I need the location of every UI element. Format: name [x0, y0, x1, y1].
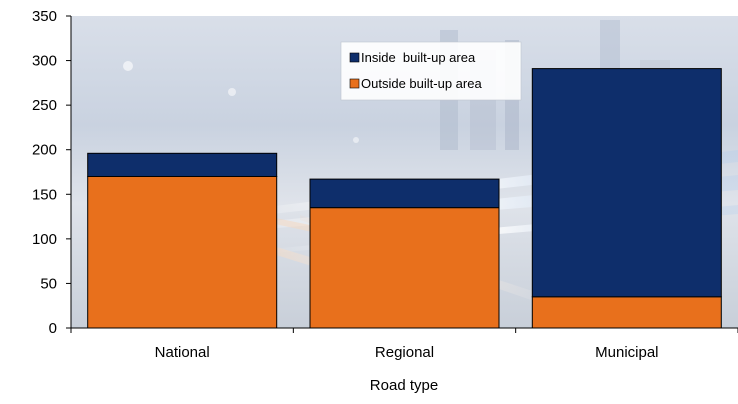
x-axis-label: Road type	[370, 377, 438, 394]
bar-regional-series-0	[310, 208, 499, 328]
legend-swatch	[350, 53, 359, 62]
y-tick-label: 0	[49, 320, 57, 337]
bar-regional-series-1	[310, 179, 499, 208]
x-tick-label: National	[155, 344, 210, 361]
y-tick-label: 350	[32, 8, 57, 25]
legend-label: Outside built-up area	[361, 76, 482, 91]
legend: Inside built-up area Outside built-up are…	[341, 42, 521, 100]
y-tick-label: 50	[40, 275, 57, 292]
bar-municipal-series-0	[532, 297, 721, 328]
legend-swatch	[350, 79, 359, 88]
y-tick-label: 250	[32, 97, 57, 114]
legend-label: Inside built-up area	[361, 50, 476, 65]
x-tick-label: Municipal	[595, 344, 658, 361]
bar-national-series-1	[88, 153, 277, 176]
y-tick-label: 100	[32, 231, 57, 248]
x-tick-label: Regional	[375, 344, 434, 361]
y-tick-label: 200	[32, 142, 57, 159]
y-tick-label: 150	[32, 186, 57, 203]
bar-municipal-series-1	[532, 69, 721, 297]
y-tick-label: 300	[32, 53, 57, 70]
bar-national-series-0	[88, 177, 277, 329]
